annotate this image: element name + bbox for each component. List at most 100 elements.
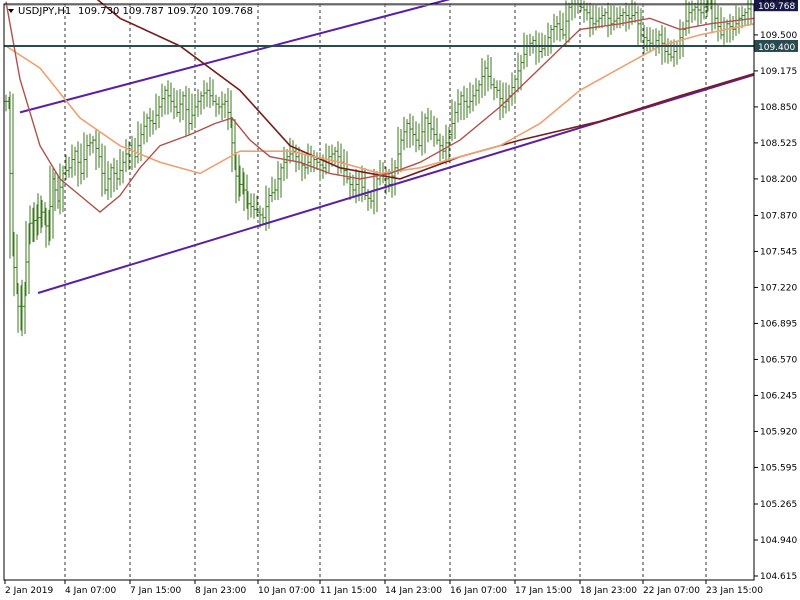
svg-text:109.400: 109.400 <box>758 43 795 53</box>
price-bar <box>20 279 24 337</box>
price-bar <box>711 0 713 32</box>
price-bar <box>285 148 289 179</box>
price-bar <box>118 148 122 186</box>
price-bar <box>669 40 673 62</box>
price-bar <box>501 82 505 118</box>
price-bar <box>172 88 176 120</box>
price-bar <box>714 0 717 30</box>
price-bar <box>468 82 472 114</box>
price-bar <box>477 80 481 104</box>
time-axis: 2 Jan 2019 4 Jan 07:00 7 Jan 15:00 8 Jan 23… <box>4 580 763 596</box>
price-bar <box>242 172 246 212</box>
price-bar <box>12 232 16 297</box>
price-bar <box>70 144 74 178</box>
price-bar <box>336 141 340 176</box>
indicator-lines <box>5 0 755 294</box>
price-bar <box>345 151 349 184</box>
y-tick-label: 107.220 <box>760 283 797 293</box>
channel-upper-line <box>19 0 451 114</box>
price-bar <box>612 4 616 31</box>
price-bar <box>184 85 188 137</box>
price-bar <box>44 207 48 248</box>
price-bar <box>411 115 415 146</box>
price-bar <box>166 80 170 115</box>
price-bar <box>270 176 274 203</box>
price-bar <box>719 7 723 40</box>
price-bar <box>36 193 40 236</box>
price-bar <box>588 2 592 38</box>
price-bar <box>112 157 116 193</box>
price-bar <box>432 115 436 147</box>
price-bar <box>567 2 571 43</box>
price-bar <box>100 143 104 197</box>
price-bar <box>199 91 203 115</box>
price-bar <box>552 13 556 43</box>
price-bar <box>492 78 496 101</box>
price-bar <box>519 54 523 91</box>
price-bar <box>420 111 424 156</box>
price-bar <box>160 83 164 117</box>
price-bar <box>306 143 310 175</box>
price-bar <box>315 152 319 171</box>
price-bar <box>214 94 218 117</box>
x-tick-label: 22 Jan 07:00 <box>643 586 700 596</box>
y-tick-label: 106.245 <box>760 391 797 401</box>
price-bar <box>124 139 128 173</box>
price-bar <box>282 146 286 182</box>
price-bar <box>127 141 131 171</box>
price-bar <box>40 199 44 228</box>
price-bar <box>558 10 562 42</box>
price-bar <box>154 93 158 131</box>
ohlc-header: 109.730 109.787 109.720 109.768 <box>78 6 253 17</box>
moving-average-fast <box>5 1 755 214</box>
price-bar <box>48 165 52 241</box>
dropdown-triangle-icon[interactable] <box>8 9 14 13</box>
price-bar <box>103 145 107 195</box>
price-bar <box>672 39 676 68</box>
price-bar <box>187 88 191 135</box>
x-tick-label: 17 Jan 15:00 <box>515 586 572 596</box>
price-bar <box>636 6 640 45</box>
price-bar <box>238 165 242 197</box>
price-bar <box>121 151 125 184</box>
price-bar <box>276 161 280 200</box>
price-bar <box>648 27 652 53</box>
price-bar <box>447 126 451 163</box>
price-bar <box>234 152 238 204</box>
price-bar <box>531 36 535 54</box>
price-bar <box>417 123 421 151</box>
price-bar <box>645 27 649 52</box>
y-tick-label: 107.545 <box>760 247 797 257</box>
price-bar <box>498 80 502 121</box>
price-bar <box>208 76 212 108</box>
price-bar <box>148 108 152 137</box>
x-tick-label: 18 Jan 23:00 <box>580 586 637 596</box>
price-bars <box>4 0 753 337</box>
price-bar <box>414 121 418 153</box>
price-bar <box>223 93 227 118</box>
y-tick-label: 107.870 <box>760 211 797 221</box>
y-tick-label: 104.615 <box>760 572 797 582</box>
symbol-title: USDJPY,H1 <box>18 6 71 17</box>
x-tick-label: 23 Jan 15:00 <box>706 586 763 596</box>
price-bar <box>618 6 622 29</box>
price-bar <box>157 95 161 128</box>
price-bar <box>28 205 32 245</box>
price-bar <box>471 84 475 112</box>
price-bar <box>594 4 598 31</box>
y-tick-label: 109.500 <box>760 31 797 41</box>
price-bar <box>4 94 8 112</box>
price-bar <box>429 110 433 141</box>
price-bar <box>453 101 457 140</box>
price-bar <box>462 85 466 121</box>
y-tick-label: 105.595 <box>760 463 797 473</box>
price-bar <box>522 32 526 70</box>
price-bar <box>450 99 454 142</box>
price-bar <box>369 191 373 209</box>
price-bar <box>64 154 68 180</box>
price-bar <box>115 160 119 190</box>
price-bar <box>279 163 283 198</box>
price-bar <box>142 111 146 145</box>
